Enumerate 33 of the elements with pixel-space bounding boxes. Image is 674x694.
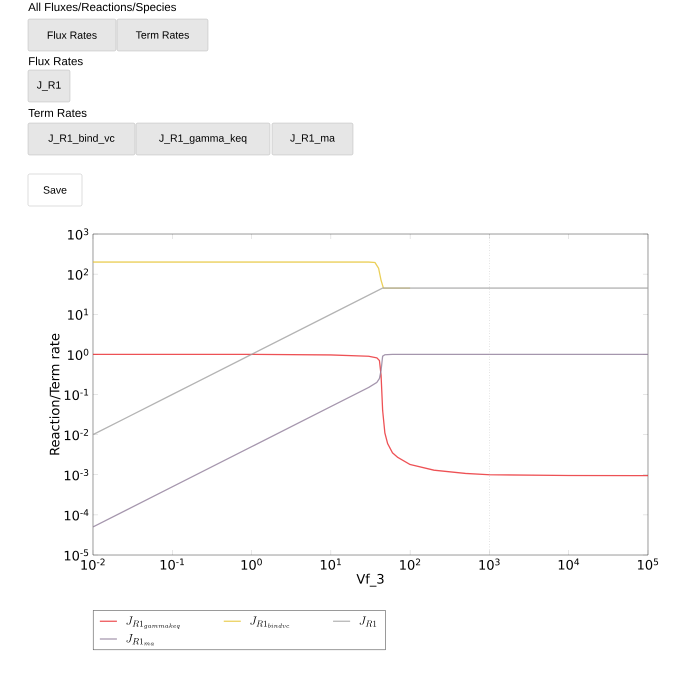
legend-label: $J_{R1_{bindvc}}$ — [250, 616, 290, 628]
text: J_R1_gamma_keq — [159, 134, 246, 144]
x-axis-title: Vf_3 — [356, 574, 384, 587]
text: All Fluxes/Reactions/Species — [28, 2, 176, 14]
text: J_R1 — [36, 81, 61, 91]
text: Flux Rates — [48, 31, 97, 39]
text: Flux Rates — [29, 56, 83, 66]
y-axis-title: Reaction/Term rate — [49, 334, 60, 455]
text: J_R1_ma — [290, 134, 335, 144]
x-tick-label: 10$^{4}$ — [558, 558, 580, 570]
x-tick-label: 10$^{-1}$ — [160, 558, 184, 570]
x-tick-label: 10$^{1}$ — [320, 558, 341, 570]
x-tick-label: 10$^{5}$ — [638, 558, 658, 570]
text: Term Rates — [136, 31, 189, 39]
x-tick-label: 10$^{-2}$ — [81, 558, 105, 570]
y-tick-label: 10$^{0}$ — [68, 348, 88, 360]
x-tick-label: 10$^{2}$ — [400, 558, 420, 570]
text: Term Rates — [28, 109, 87, 118]
y-tick-label: 10$^{-4}$ — [64, 509, 88, 520]
text: Save — [44, 186, 66, 194]
y-tick-label: 10$^{3}$ — [68, 228, 88, 240]
legend-label: $J_{R1_{ma}}$ — [126, 634, 154, 646]
y-tick-label: 10$^{-1}$ — [64, 388, 88, 400]
x-tick-label: 10$^{0}$ — [242, 558, 262, 570]
legend-label: $J_{R1}$ — [360, 616, 376, 627]
y-tick-label: 10$^{2}$ — [68, 268, 88, 280]
x-tick-label: 10$^{3}$ — [479, 558, 500, 570]
y-tick-label: 10$^{-5}$ — [64, 549, 88, 561]
y-tick-label: 10$^{-2}$ — [64, 429, 88, 440]
y-tick-label: 10$^{-3}$ — [64, 469, 88, 480]
y-tick-label: 10$^{1}$ — [68, 308, 88, 320]
legend-label: $J_{R1_{gammakeq}}$ — [126, 616, 180, 629]
text: J_R1_bind_vc — [48, 134, 114, 144]
